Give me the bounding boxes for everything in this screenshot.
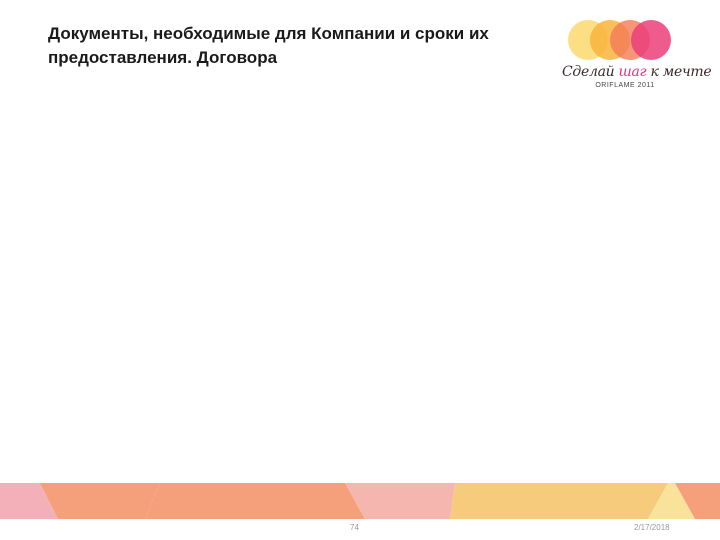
slide-title-line-1: Документы, необходимые для Компании и ср… (48, 24, 489, 43)
tagline-part-1: Сделай (562, 64, 619, 80)
band-segment-yellow (450, 483, 668, 519)
logo-brand: ORIFLAME 2011 (595, 82, 655, 89)
band-segment-rose (345, 483, 455, 519)
logo-circles-icon (568, 20, 671, 60)
tagline-part-2: к мечте (646, 64, 712, 80)
slide-title: Документы, необходимые для Компании и ср… (48, 22, 568, 70)
band-segment-pink (0, 483, 58, 519)
band-segment-orange-right (675, 483, 720, 519)
slide-date: 2/17/2018 (634, 523, 670, 532)
tagline-accent: шаг (618, 64, 647, 80)
logo-tagline: Сделай шаг к мечте (562, 64, 712, 80)
slide-title-line-2: предоставления. Договора (48, 48, 278, 67)
footer-decorative-band (0, 483, 720, 519)
logo-circle-pink (631, 20, 671, 60)
page-number: 74 (350, 523, 359, 532)
oriflame-logo: Сделай шаг к мечте ORIFLAME 2011 (560, 18, 712, 98)
band-segment-orange-left (40, 483, 160, 519)
band-segment-orange-mid (145, 483, 365, 519)
band-segment-cream (648, 483, 695, 519)
